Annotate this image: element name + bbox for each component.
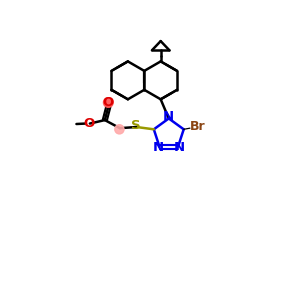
Text: N: N xyxy=(173,141,184,154)
Text: N: N xyxy=(163,110,174,123)
Text: N: N xyxy=(153,141,164,154)
Circle shape xyxy=(103,98,113,107)
Circle shape xyxy=(115,125,124,134)
Text: O: O xyxy=(103,96,114,109)
Text: S: S xyxy=(130,119,140,132)
Text: Br: Br xyxy=(190,120,206,133)
Text: O: O xyxy=(83,117,95,130)
